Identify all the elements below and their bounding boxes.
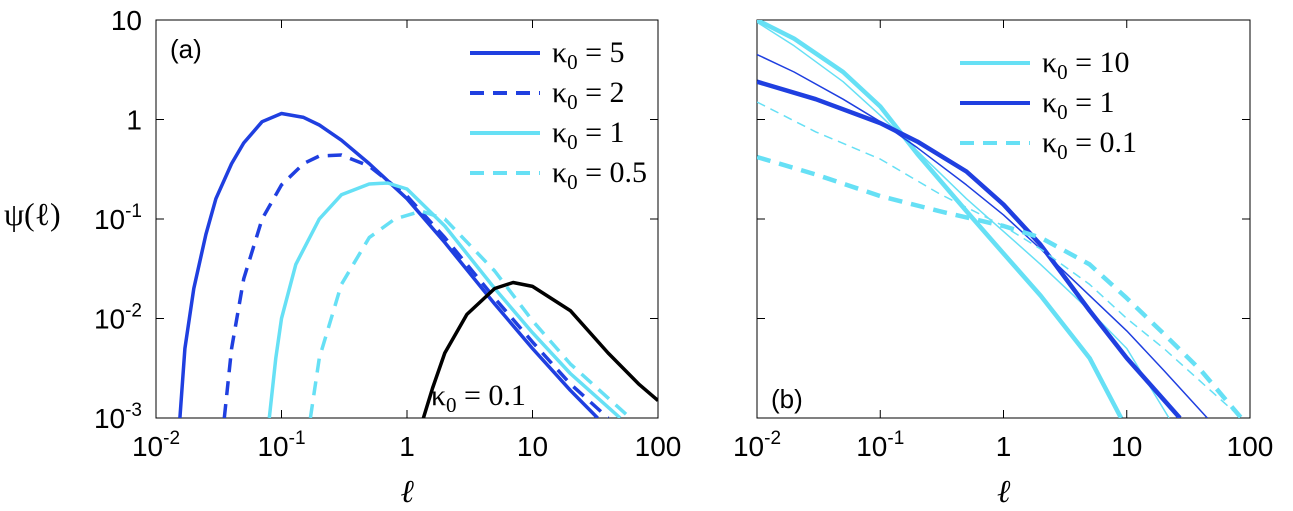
series-group — [757, 20, 1244, 418]
y-tick-label: 10-3 — [94, 400, 142, 434]
legend-label: κ0 = 10 — [1042, 46, 1130, 84]
y-tick-label: 10-2 — [94, 301, 142, 335]
legend-label: κ0 = 0.1 — [1042, 126, 1137, 164]
axes-frame-b — [756, 19, 1251, 419]
series-line--0-0.1-thick- — [757, 154, 1244, 418]
x-tick-label: 10 — [517, 431, 548, 462]
x-tick-label: 10-2 — [733, 428, 781, 462]
series-line--0-1-thin- — [757, 53, 1208, 418]
series-line--0-5 — [178, 111, 599, 418]
y-tick-label: 10 — [111, 5, 142, 36]
x-axis-label: ℓ — [400, 473, 414, 509]
legend-label: κ0 = 2 — [552, 76, 625, 114]
y-tick-label: 1 — [126, 105, 142, 136]
series-line--0-1 — [267, 181, 622, 418]
series-line--0-2 — [222, 153, 610, 418]
series-line--0-0.1 — [421, 280, 658, 418]
y-tick-label: 10-1 — [94, 201, 142, 235]
x-axis-label: ℓ — [997, 473, 1011, 509]
series-line--0-10-thick- — [757, 20, 1124, 418]
series-group — [178, 111, 658, 418]
series-line--0-0.1-thin- — [757, 101, 1242, 418]
x-tick-label: 100 — [1227, 431, 1274, 462]
x-tick-label: 1 — [996, 431, 1012, 462]
x-tick-label: 1 — [399, 431, 415, 462]
legend-label: κ0 = 0.5 — [552, 156, 647, 194]
legend-label: κ0 = 1 — [552, 116, 625, 154]
series-line--0-10-thin- — [757, 21, 1170, 418]
x-tick-label: 100 — [635, 431, 682, 462]
legend-label: κ0 = 1 — [1042, 86, 1115, 124]
legend-label: κ0 = 5 — [552, 36, 625, 74]
x-tick-label: 10-2 — [132, 428, 180, 462]
inline-series-label: κ0 = 0.1 — [431, 379, 526, 417]
panel-label-b: (b) — [771, 384, 803, 414]
series-line--0-1-thick- — [757, 79, 1182, 418]
y-axis-label: ψ(ℓ) — [4, 196, 61, 232]
panel-label-a: (a) — [170, 34, 202, 64]
x-tick-label: 10-1 — [856, 428, 904, 462]
x-tick-label: 10-1 — [257, 428, 305, 462]
x-tick-label: 10 — [1111, 431, 1142, 462]
